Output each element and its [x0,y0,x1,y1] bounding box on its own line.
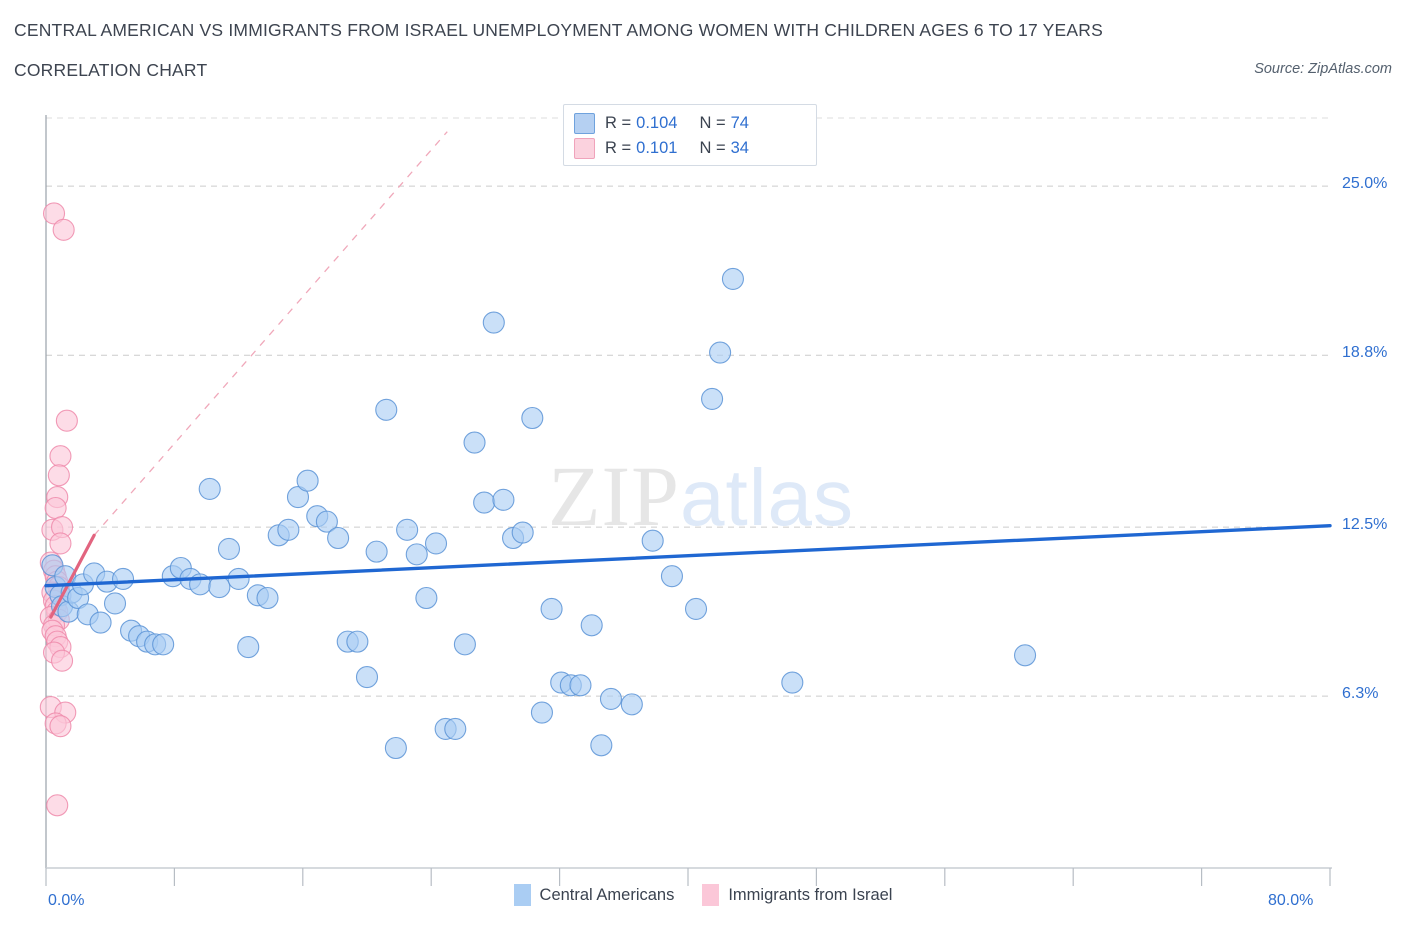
statistics-box: R = 0.104 N = 74 R = 0.101 N = 34 [563,104,817,166]
data-point[interactable] [620,693,643,716]
data-point[interactable] [540,597,563,620]
data-point[interactable] [355,666,379,689]
data-point[interactable] [89,611,112,634]
trendline-central-americans [44,524,1332,588]
y-tick-label: 18.8% [1342,344,1388,362]
data-point[interactable] [50,649,74,672]
r-label-pink: R = [605,139,632,157]
data-point[interactable] [327,526,350,550]
data-point[interactable] [111,567,135,590]
r-label-blue: R = [605,114,632,132]
data-point[interactable] [721,267,744,290]
legend-chip-immigrants-from-israel [702,884,720,906]
n-label-blue: N = [699,114,726,132]
data-point[interactable] [346,630,369,653]
series-swatch-immigrants-from-israel [574,138,595,159]
data-point[interactable] [641,529,664,552]
y-tick-label: 12.5% [1342,516,1388,534]
data-point[interactable] [482,311,505,334]
data-point[interactable] [405,543,428,566]
data-point[interactable] [46,794,69,817]
legend-item-central-americans[interactable]: Central Americans [513,884,675,906]
data-point[interactable] [530,701,553,724]
data-point[interactable] [701,387,724,410]
n-value-pink: 34 [730,139,749,157]
data-point[interactable] [463,431,486,454]
data-point[interactable] [1014,644,1037,667]
data-point[interactable] [684,597,708,620]
data-point[interactable] [521,406,544,430]
n-label-pink: N = [699,139,726,157]
data-point[interactable] [580,614,603,637]
r-value-blue: 0.104 [636,114,678,132]
x-tick-label: 0.0% [48,892,85,909]
data-point[interactable] [660,565,684,588]
data-point[interactable] [286,486,310,509]
y-tick-label: 25.0% [1342,175,1388,193]
data-point[interactable] [709,341,732,364]
data-point[interactable] [590,734,613,757]
data-point[interactable] [599,687,623,710]
page-title: CENTRAL AMERICAN VS IMMIGRANTS FROM ISRA… [14,20,1103,40]
data-point[interactable] [375,398,398,421]
data-point[interactable] [315,510,338,533]
data-point[interactable] [198,477,221,500]
legend-chip-central-americans [513,884,531,906]
data-point[interactable] [44,496,67,520]
data-point[interactable] [296,469,319,492]
data-point[interactable] [47,464,70,487]
data-point[interactable] [424,532,448,555]
stat-row-immigrants-from-israel: R = 0.101 N = 34 [574,136,806,161]
data-point[interactable] [49,715,72,738]
y-tick-label: 6.3% [1342,685,1379,703]
legend-label-central-americans: Central Americans [539,885,675,904]
data-point[interactable] [492,488,515,511]
data-point[interactable] [415,586,438,610]
data-point[interactable] [473,491,496,514]
data-point[interactable] [49,445,72,468]
legend-item-immigrants-from-israel[interactable]: Immigrants from Israel [702,884,892,906]
r-value-pink: 0.101 [636,139,678,157]
data-point[interactable] [55,409,78,432]
data-point[interactable] [444,717,467,740]
data-point[interactable] [256,586,279,610]
data-point[interactable] [277,518,300,541]
page-subtitle: CORRELATION CHART [14,60,208,80]
x-tick-label: 80.0% [1268,892,1314,909]
n-value-blue: 74 [730,114,749,132]
data-point[interactable] [365,540,388,563]
source-label: Source: ZipAtlas.com [1254,61,1392,77]
data-point[interactable] [152,633,175,656]
data-point[interactable] [511,521,534,544]
data-point[interactable] [781,671,804,694]
chart-legend: Central Americans Immigrants from Israel [0,884,1406,906]
data-point[interactable] [227,567,250,590]
data-point[interactable] [396,518,419,541]
data-point[interactable] [384,736,407,760]
trendline-immigrants-from-israel [49,533,96,619]
legend-label-immigrants-from-israel: Immigrants from Israel [728,885,893,904]
data-point[interactable] [237,636,260,659]
data-point[interactable] [49,532,72,555]
trendline-dashed-immigrants-from-israel [93,131,448,536]
stat-row-central-americans: R = 0.104 N = 74 [574,111,806,136]
series-central-americans [41,267,1037,760]
data-point[interactable] [453,633,476,656]
data-point[interactable] [569,674,592,697]
data-point[interactable] [42,202,66,225]
data-point[interactable] [208,576,231,599]
data-point[interactable] [217,537,241,560]
series-swatch-central-americans [574,113,595,134]
data-point[interactable] [103,592,127,615]
data-point[interactable] [52,218,75,241]
